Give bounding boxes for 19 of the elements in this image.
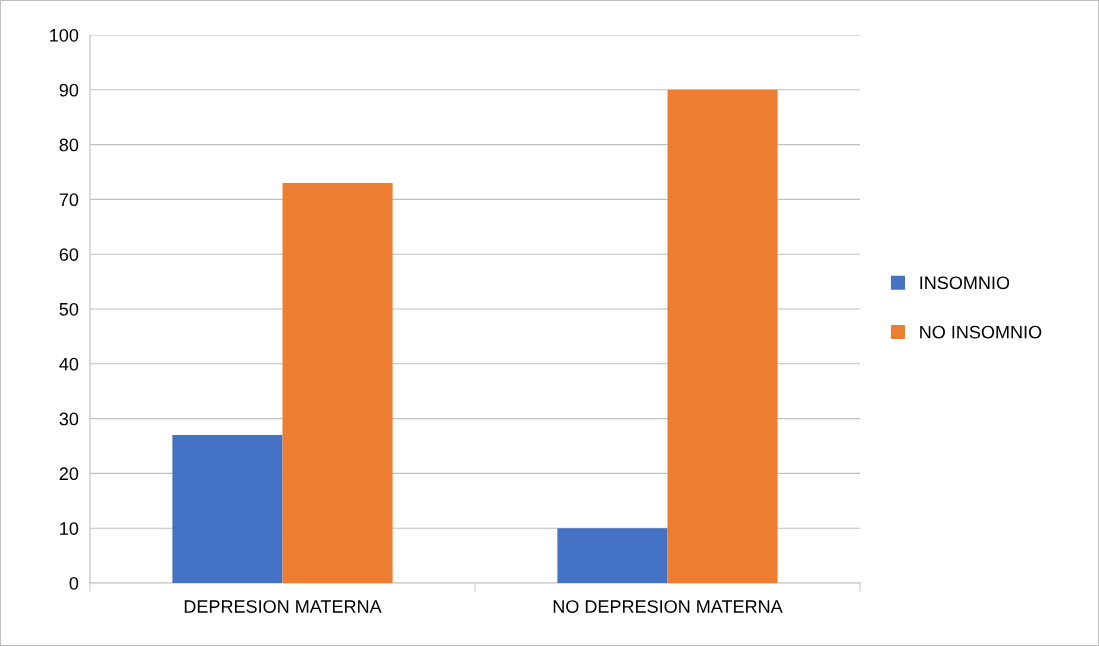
bar [557, 528, 668, 583]
y-tick-label: 60 [59, 248, 79, 261]
x-tick-label: NO DEPRESION MATERNA [553, 600, 783, 613]
y-tick-label: 80 [59, 138, 79, 152]
bar [172, 435, 283, 583]
y-tick-label: 50 [59, 302, 79, 316]
bar [282, 182, 393, 583]
y-tick-label: 100 [50, 28, 79, 42]
y-tick-label: 90 [59, 83, 79, 97]
y-tick-label: 40 [59, 357, 79, 371]
legend-label: INSOMNIO [920, 276, 1010, 290]
y-tick-label: 30 [59, 412, 79, 426]
x-tick-label: DEPRESION MATERNA [184, 600, 382, 613]
y-tick-label: 0 [69, 576, 79, 590]
y-tick-label: 70 [59, 193, 79, 207]
legend-label: NO INSOMNIO [920, 325, 1042, 339]
y-tick-label: 20 [59, 467, 79, 481]
bar [667, 89, 778, 583]
y-tick-label: 10 [60, 522, 79, 535]
